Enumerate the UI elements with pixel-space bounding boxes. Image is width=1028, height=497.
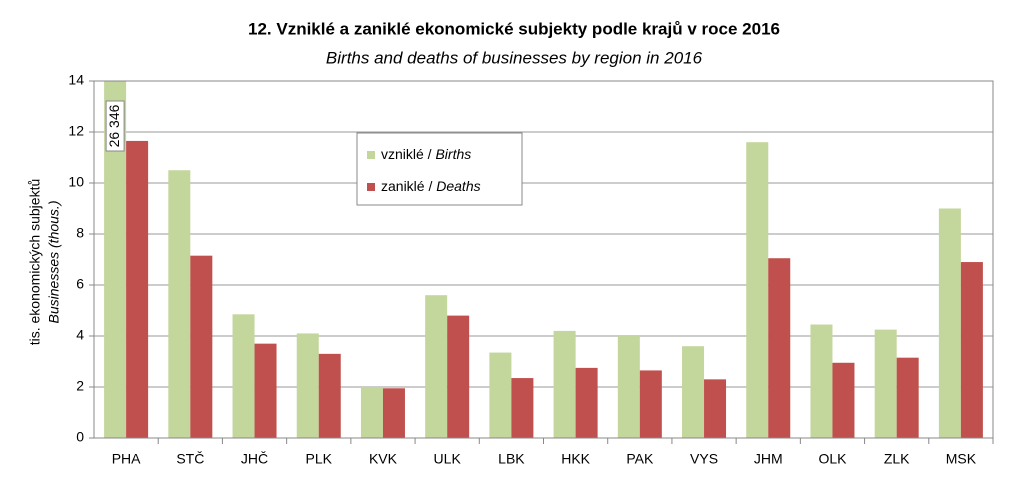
bar bbox=[382, 388, 405, 438]
x-tick-label: PAK bbox=[626, 451, 654, 467]
bar bbox=[232, 314, 255, 438]
bar bbox=[447, 315, 470, 438]
chart-title: 12. Vzniklé a zaniklé ekonomické subjekt… bbox=[248, 19, 780, 38]
bar bbox=[874, 329, 897, 438]
y-tick-label: 6 bbox=[76, 276, 84, 292]
bar bbox=[617, 336, 640, 438]
bar bbox=[746, 142, 769, 438]
y-tick-label: 8 bbox=[76, 225, 84, 241]
value-label: 26 346 bbox=[106, 104, 122, 147]
bar bbox=[360, 387, 383, 438]
chart-subtitle: Births and deaths of businesses by regio… bbox=[326, 48, 703, 67]
x-tick-label: PLK bbox=[306, 451, 333, 467]
bar bbox=[168, 170, 191, 438]
y-tick-label: 12 bbox=[68, 123, 84, 139]
bar bbox=[575, 367, 598, 438]
bar bbox=[254, 343, 277, 438]
plot-frame bbox=[93, 80, 994, 439]
bar bbox=[938, 208, 961, 438]
y-tick-label: 0 bbox=[76, 429, 84, 445]
bar bbox=[704, 379, 727, 438]
y-axis-label: Businesses (thous.) bbox=[46, 201, 62, 324]
x-tick-label: JHČ bbox=[241, 451, 268, 467]
x-tick-label: JHM bbox=[754, 451, 783, 467]
value-label-box bbox=[105, 100, 125, 152]
bar bbox=[768, 258, 791, 438]
x-tick-label: OLK bbox=[818, 451, 847, 467]
legend-label: vzniklé / Births bbox=[381, 146, 471, 162]
x-tick-label: STČ bbox=[176, 451, 204, 467]
y-tick-label: 4 bbox=[76, 327, 84, 343]
bar bbox=[960, 262, 983, 438]
bar bbox=[832, 362, 855, 438]
bar bbox=[318, 353, 341, 438]
bar bbox=[190, 255, 213, 438]
x-tick-label: VYS bbox=[690, 451, 718, 467]
y-tick-label: 14 bbox=[68, 72, 84, 88]
y-axis-label: tis. ekonomických subjektů bbox=[27, 179, 43, 346]
x-tick-label: PHA bbox=[112, 451, 141, 467]
bar bbox=[682, 346, 705, 438]
legend-swatch bbox=[367, 151, 375, 159]
legend-swatch bbox=[367, 183, 375, 191]
y-tick-label: 2 bbox=[76, 378, 84, 394]
x-tick-label: ULK bbox=[434, 451, 462, 467]
legend bbox=[356, 132, 523, 206]
y-tick-label: 10 bbox=[68, 174, 84, 190]
x-tick-label: MSK bbox=[946, 451, 977, 467]
bar bbox=[553, 330, 576, 438]
bar bbox=[104, 81, 127, 438]
bar bbox=[810, 324, 833, 438]
bar bbox=[489, 352, 512, 438]
bar bbox=[126, 140, 149, 438]
bar bbox=[296, 333, 319, 438]
bar bbox=[511, 378, 534, 438]
x-tick-label: ZLK bbox=[884, 451, 910, 467]
x-tick-label: HKK bbox=[561, 451, 590, 467]
bar bbox=[639, 370, 662, 438]
bar bbox=[896, 357, 919, 438]
x-tick-label: KVK bbox=[369, 451, 398, 467]
legend-label: zaniklé / Deaths bbox=[381, 178, 481, 194]
x-tick-label: LBK bbox=[498, 451, 525, 467]
bar bbox=[425, 295, 448, 438]
